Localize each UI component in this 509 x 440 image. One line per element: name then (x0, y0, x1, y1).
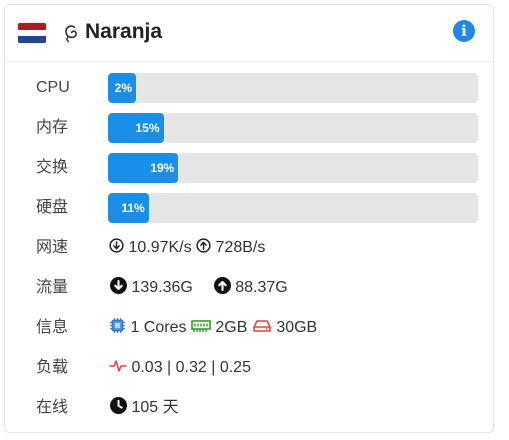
cpu-progress-bar: 2% (108, 73, 478, 103)
metric-row-memory: 内存 15% (5, 113, 493, 143)
info-icon[interactable]: i (453, 20, 475, 42)
uptime-value-wrap: 105 天 (110, 393, 179, 423)
load-average: 0.03 | 0.32 | 0.25 (131, 359, 251, 376)
card-header: Naranja i (5, 5, 493, 62)
hard-drive-icon (253, 320, 271, 332)
disk-progress-fill: 11% (108, 193, 149, 223)
load-label: 负载 (36, 359, 69, 376)
memory-size: 2GB (215, 319, 248, 336)
metric-row-cpu: CPU 2% (5, 73, 493, 103)
download-speed: 10.97K/s (128, 239, 192, 256)
metric-row-disk: 硬盘 11% (5, 193, 493, 223)
load-row: 负载 0.03 | 0.32 | 0.25 (5, 353, 493, 383)
traffic-row: 流量 139.36G 88.37G (5, 273, 493, 303)
traffic-label: 流量 (36, 279, 69, 296)
network-speed-value: 10.97K/s 728B/s (109, 233, 265, 263)
netherlands-flag-icon (18, 23, 46, 43)
disk-progress-bar: 11% (108, 193, 478, 223)
disk-size: 30GB (276, 319, 318, 336)
uptime-row: 在线 105 天 (5, 393, 493, 423)
pulse-icon (109, 360, 127, 372)
metric-label: CPU (36, 79, 70, 96)
cpu-progress-fill: 2% (108, 73, 136, 103)
memory-progress-bar: 15% (108, 113, 478, 143)
swap-progress-fill: 19% (108, 153, 179, 183)
metric-label: 内存 (36, 119, 69, 136)
swap-progress-bar: 19% (108, 153, 478, 183)
network-speed-row: 网速 10.97K/s 728B/s (5, 233, 493, 263)
arrow-up-circle-icon (196, 238, 211, 253)
arrow-up-circle-icon (213, 277, 231, 295)
arrow-down-circle-icon (110, 277, 127, 295)
upload-speed: 728B/s (215, 239, 266, 256)
cpu-chip-icon (110, 318, 125, 334)
traffic-value: 139.36G 88.37G (110, 273, 288, 303)
info-value: 1 Cores 2GB 30GB (109, 313, 317, 343)
server-card: Naranja i CPU 2% 内存 15% 交换 19% 硬盘 11% 网速 (4, 4, 494, 433)
network-speed-label: 网速 (36, 239, 69, 256)
traffic-down: 139.36G (131, 279, 193, 296)
debian-icon (65, 25, 77, 43)
cpu-cores: 1 Cores (130, 319, 187, 336)
metric-row-swap: 交换 19% (5, 153, 493, 183)
memory-progress-fill: 15% (108, 113, 164, 143)
memory-module-icon (191, 319, 211, 332)
metric-label: 交换 (36, 159, 69, 176)
metric-label: 硬盘 (36, 199, 69, 216)
uptime-label: 在线 (36, 399, 69, 416)
server-name: Naranja (85, 20, 163, 43)
load-value-wrap: 0.03 | 0.32 | 0.25 (109, 353, 251, 383)
arrow-down-circle-icon (109, 238, 124, 253)
info-row: 信息 1 Cores 2GB 30GB (5, 313, 493, 343)
traffic-up: 88.37G (235, 279, 288, 296)
clock-icon (110, 397, 127, 415)
uptime-value: 105 天 (131, 399, 179, 416)
info-label: 信息 (36, 319, 69, 336)
